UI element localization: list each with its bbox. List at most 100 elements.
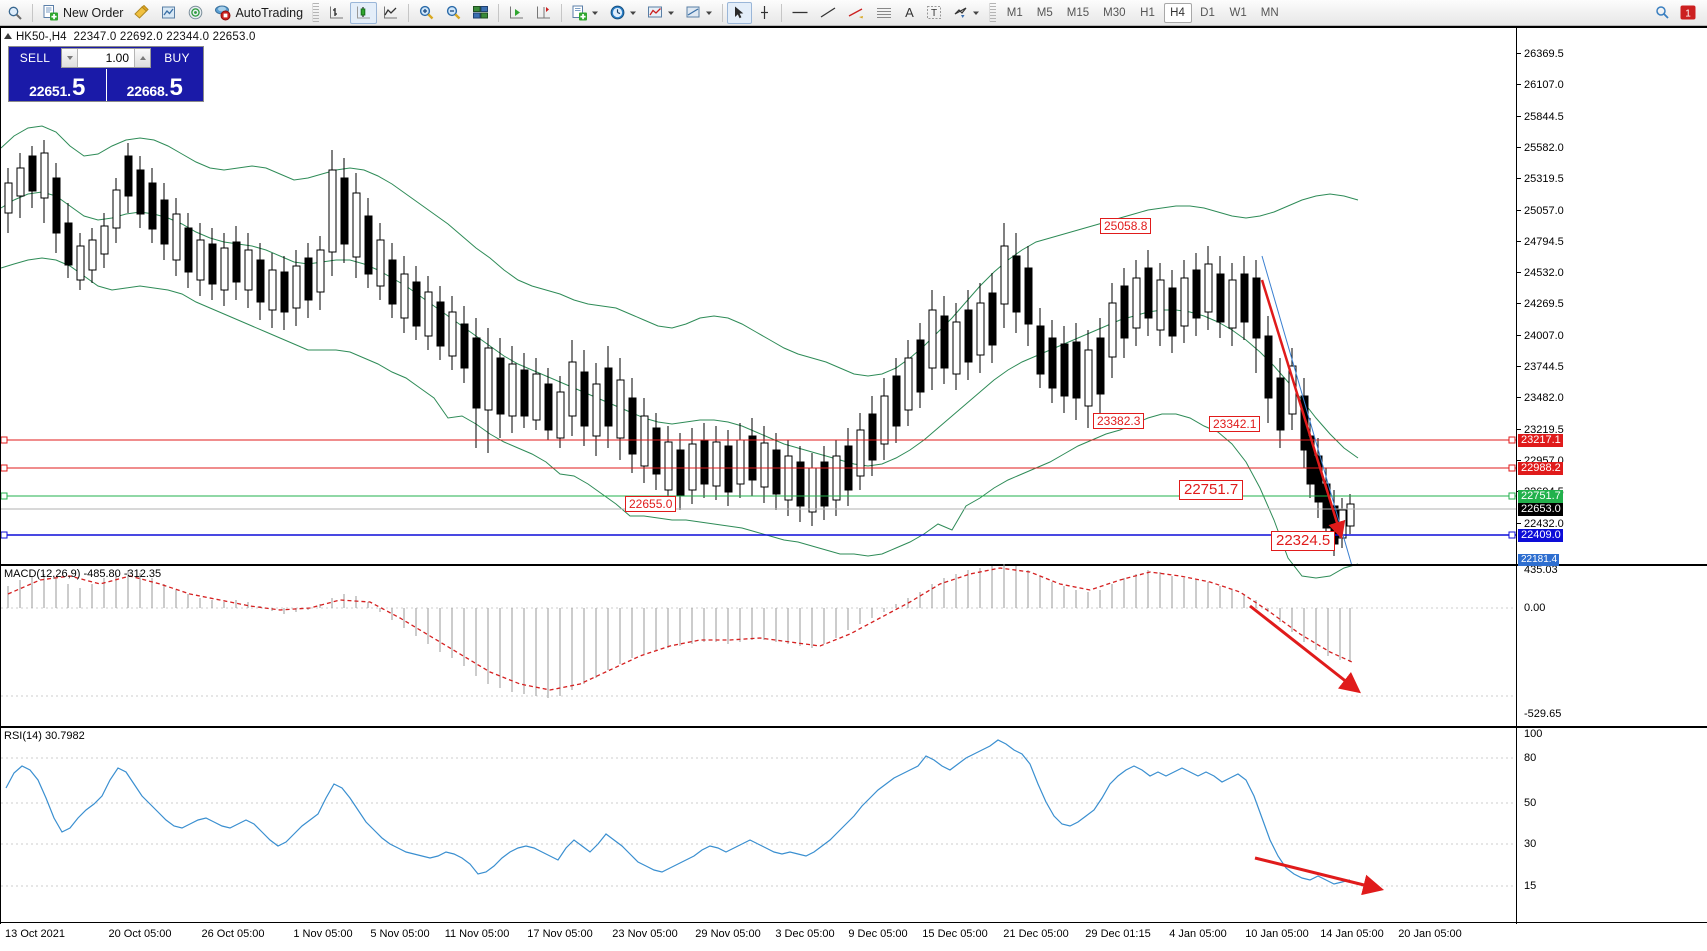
macd-indicator-label[interactable]: MACD(12,26,9) -485.80 -312.35 (4, 568, 162, 580)
rsi-scale-30: 30 (1524, 838, 1537, 850)
date-axis-label: 21 Dec 05:00 (1003, 928, 1069, 940)
search-button[interactable] (1650, 2, 1675, 24)
shapes-button[interactable] (947, 2, 985, 24)
macd-scale-max: 435.03 (1524, 564, 1558, 576)
chart-area[interactable]: HK50-,H4 22347.0 22692.0 22344.0 22653.0 … (0, 26, 1707, 951)
annotation-mid-2[interactable]: 23342.1 (1209, 416, 1261, 432)
new-order-button[interactable]: New Order (37, 2, 128, 24)
timeframe-m5[interactable]: M5 (1036, 6, 1053, 19)
price-tick (1517, 53, 1521, 54)
metaeditor-button[interactable] (128, 2, 155, 24)
annotation-high[interactable]: 25058.8 (1100, 218, 1152, 234)
timeframe-w1[interactable]: W1 (1229, 6, 1247, 19)
macd-scale-zero: 0.00 (1524, 602, 1546, 614)
zoom-in-button[interactable] (413, 2, 440, 24)
price-scale-label: 24269.5 (1524, 298, 1564, 311)
zoom-out-button[interactable] (440, 2, 467, 24)
shapes-icon (952, 5, 969, 20)
chevron-down-icon[interactable] (705, 9, 713, 17)
annotation-target[interactable]: 22751.7 (1179, 480, 1244, 500)
badge-support-level-2[interactable]: 22409.0 (1518, 529, 1563, 542)
timeframe-m15[interactable]: M15 (1066, 6, 1090, 19)
chart-shift-button[interactable] (530, 2, 557, 24)
annotation-low[interactable]: 22324.5 (1271, 531, 1336, 551)
price-axis[interactable] (1516, 28, 1517, 924)
chevron-down-icon[interactable] (667, 9, 675, 17)
badge-resistance-level-1[interactable]: 23217.1 (1518, 434, 1563, 447)
timeframe-mn[interactable]: MN (1260, 6, 1279, 19)
left-axis (0, 28, 1, 924)
autotrading-button[interactable]: AutoTrading (209, 2, 308, 24)
volume-increment-button[interactable] (134, 49, 150, 67)
volume-stepper[interactable]: 1.00 (61, 48, 151, 68)
candlestick-chart-button[interactable] (350, 1, 378, 24)
price-scale-label: 24794.5 (1524, 235, 1564, 248)
buy-price-button[interactable]: 22668. 5 (105, 69, 204, 101)
indicators-icon (647, 4, 664, 21)
toolbar-divider-3 (498, 3, 500, 22)
text-tool-button[interactable]: A (898, 2, 921, 24)
templates-button[interactable] (566, 2, 604, 24)
chevron-down-icon[interactable] (629, 9, 637, 17)
zoom-in-icon (418, 4, 435, 21)
toolbar-divider (32, 3, 33, 22)
price-tick (1517, 115, 1521, 117)
fibonacci-button[interactable] (870, 2, 898, 24)
timeframe-m30[interactable]: M30 (1103, 6, 1126, 19)
price-scale-label: 26107.0 (1524, 79, 1564, 92)
line-chart-button[interactable] (377, 2, 404, 24)
date-axis-label: 3 Dec 05:00 (775, 928, 835, 940)
crosshair-tool-button[interactable] (752, 2, 777, 24)
toolbar-divider-6 (781, 3, 783, 22)
label-tool-button[interactable]: T (921, 2, 947, 24)
volume-value[interactable]: 1.00 (105, 51, 129, 65)
rsi-indicator-label[interactable]: RSI(14) 30.7982 (4, 730, 85, 742)
badge-support-level-1[interactable]: 22751.7 (1518, 490, 1563, 503)
symbol-header: HK50-,H4 22347.0 22692.0 22344.0 22653.0 (4, 31, 256, 43)
ohlc-values: 22347.0 22692.0 22344.0 22653.0 (73, 31, 256, 43)
price-scale-label: 22432.0 (1524, 517, 1564, 530)
timeframe-h1[interactable]: H1 (1140, 6, 1155, 19)
cursor-tool-button[interactable] (727, 1, 753, 24)
badge-resistance-level-2[interactable]: 22988.2 (1518, 462, 1563, 475)
notification-button[interactable]: 1 (1675, 2, 1701, 24)
sell-price-button[interactable]: 22651. 5 (9, 69, 106, 101)
annotation-mid-1[interactable]: 23382.3 (1093, 413, 1145, 429)
indicators-button[interactable] (642, 2, 680, 24)
market-watch-button[interactable] (2, 2, 28, 24)
price-scale-label: 24532.0 (1524, 267, 1564, 280)
toolbar-divider-5 (722, 3, 724, 22)
period-button[interactable] (604, 2, 642, 24)
sell-label[interactable]: SELL (19, 51, 51, 65)
volume-decrement-button[interactable] (62, 49, 78, 67)
collapse-triangle-icon[interactable] (4, 33, 12, 39)
toolbar-grip-timeframes[interactable] (988, 3, 996, 22)
channel-button[interactable] (842, 2, 870, 24)
candlestick-chart-icon (355, 4, 372, 21)
symbol-name: HK50-,H4 (16, 31, 67, 43)
period-icon (609, 4, 626, 21)
badge-lower-target[interactable]: 22181.4 (1518, 554, 1560, 566)
chevron-down-icon[interactable] (972, 9, 980, 17)
toolbar-grip-charts[interactable] (312, 3, 320, 22)
signals-button[interactable] (182, 2, 209, 24)
one-click-trading-panel[interactable]: SELL 1.00 BUY 22651. 5 22668. 5 (8, 46, 204, 102)
auto-scroll-button[interactable] (503, 2, 530, 24)
trendline-button[interactable] (814, 2, 842, 24)
bar-chart-button[interactable] (323, 2, 350, 24)
expert-advisors-button[interactable] (155, 2, 182, 24)
horizontal-line-button[interactable] (786, 2, 814, 24)
bar-chart-icon (328, 4, 345, 21)
chevron-down-icon[interactable] (591, 9, 599, 17)
timeframe-d1[interactable]: D1 (1200, 6, 1215, 19)
buy-label[interactable]: BUY (164, 51, 190, 65)
timeframe-m1[interactable]: M1 (1006, 6, 1023, 19)
date-axis-label: 15 Dec 05:00 (922, 928, 988, 940)
objects-button[interactable] (680, 2, 718, 24)
zoom-out-icon (445, 4, 462, 21)
date-axis-label: 9 Dec 05:00 (848, 928, 908, 940)
annotation-support[interactable]: 22655.0 (625, 496, 677, 512)
date-axis-label: 26 Oct 05:00 (201, 928, 265, 940)
tile-windows-button[interactable] (467, 2, 494, 24)
timeframe-h4[interactable]: H4 (1163, 2, 1192, 23)
